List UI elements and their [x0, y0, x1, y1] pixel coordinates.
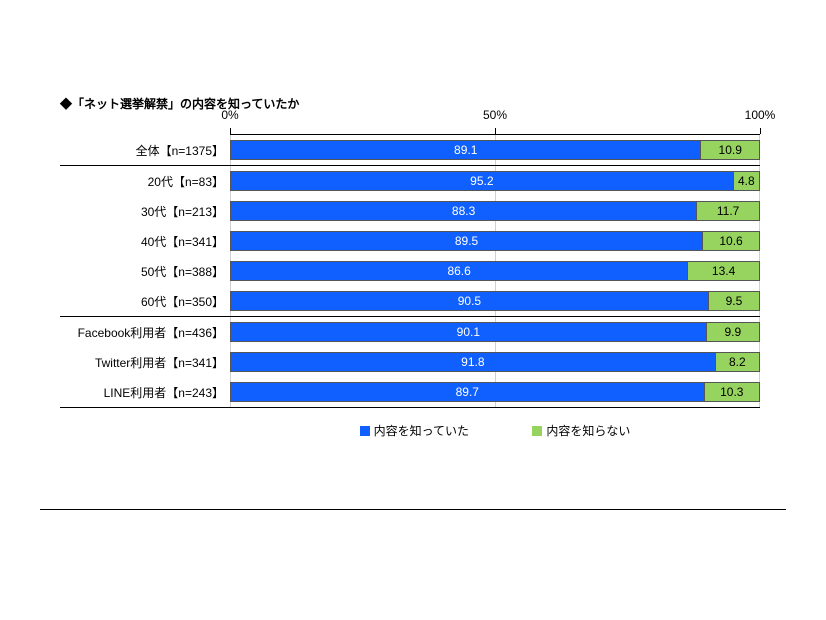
stacked-bar: 86.613.4: [230, 261, 760, 281]
row-label: 60代【n=350】: [60, 293, 230, 310]
legend-item-b: 内容を知らない: [532, 422, 630, 439]
row-label: Facebook利用者【n=436】: [60, 324, 230, 341]
legend-item-a: 内容を知っていた: [360, 422, 469, 439]
stacked-bar: 89.510.6: [230, 231, 760, 251]
bar-segment-unknown: 10.6: [703, 232, 759, 250]
legend-label-b: 内容を知らない: [546, 424, 630, 438]
axis-tick-label: 50%: [483, 108, 507, 122]
bar-row: Twitter利用者【n=341】91.88.2: [230, 347, 760, 377]
axis-tick: 50%: [495, 110, 496, 134]
row-label: 20代【n=83】: [60, 173, 230, 190]
stacked-bar: 95.24.8: [230, 171, 760, 191]
stacked-bar: 89.710.3: [230, 382, 760, 402]
axis-tick-mark: [760, 128, 761, 134]
x-axis: 0% 50% 100%: [230, 110, 760, 134]
chart: 0%50%100% 全体【n=1375】89.110.920代【n=83】95.…: [60, 110, 760, 439]
bar-segment-unknown: 13.4: [688, 262, 759, 280]
bar-segment-unknown: 9.9: [707, 323, 759, 341]
bar-segment-known: 89.5: [231, 232, 703, 250]
bar-segment-known: 89.1: [231, 141, 701, 159]
legend-swatch-a: [360, 426, 370, 436]
axis-tick-label: 0%: [221, 108, 238, 122]
bar-segment-unknown: 8.2: [716, 353, 759, 371]
bar-segment-known: 90.1: [231, 323, 707, 341]
bar-row: 全体【n=1375】89.110.9: [230, 135, 760, 165]
stacked-bar: 88.311.7: [230, 201, 760, 221]
stacked-bar: 90.19.9: [230, 322, 760, 342]
bar-row: Facebook利用者【n=436】90.19.9: [230, 317, 760, 347]
footer-rule: [40, 509, 786, 510]
axis-tick: 0%: [230, 110, 231, 134]
bar-row: 20代【n=83】95.24.8: [230, 166, 760, 196]
bar-row: LINE利用者【n=243】89.710.3: [230, 377, 760, 407]
bar-segment-unknown: 11.7: [697, 202, 759, 220]
axis-tick: 100%: [760, 110, 761, 134]
bar-segment-unknown: 9.5: [709, 292, 759, 310]
chart-page: ◆「ネット選挙解禁」の内容を知っていたか 0%50%100% 全体【n=1375…: [0, 0, 826, 620]
legend-label-a: 内容を知っていた: [374, 424, 469, 438]
row-label: 40代【n=341】: [60, 233, 230, 250]
row-label: 30代【n=213】: [60, 203, 230, 220]
stacked-bar: 91.88.2: [230, 352, 760, 372]
axis-tick-label: 100%: [745, 108, 776, 122]
group-separator: [60, 407, 760, 408]
bar-segment-unknown: 4.8: [734, 172, 759, 190]
bar-row: 60代【n=350】90.59.5: [230, 286, 760, 316]
bar-row: 50代【n=388】86.613.4: [230, 256, 760, 286]
bar-segment-known: 89.7: [231, 383, 705, 401]
bar-segment-unknown: 10.3: [705, 383, 759, 401]
stacked-bar: 90.59.5: [230, 291, 760, 311]
bar-segment-known: 88.3: [231, 202, 697, 220]
row-label: Twitter利用者【n=341】: [60, 354, 230, 371]
legend: 内容を知っていた 内容を知らない: [230, 422, 760, 439]
bar-segment-known: 90.5: [231, 292, 709, 310]
row-label: 50代【n=388】: [60, 263, 230, 280]
bar-row: 40代【n=341】89.510.6: [230, 226, 760, 256]
bar-segment-known: 86.6: [231, 262, 688, 280]
stacked-bar: 89.110.9: [230, 140, 760, 160]
bar-segment-unknown: 10.9: [701, 141, 759, 159]
row-label: LINE利用者【n=243】: [60, 384, 230, 401]
row-label: 全体【n=1375】: [60, 142, 230, 159]
bar-segment-known: 91.8: [231, 353, 716, 371]
plot-area: 全体【n=1375】89.110.920代【n=83】95.24.830代【n=…: [230, 134, 760, 408]
bar-row: 30代【n=213】88.311.7: [230, 196, 760, 226]
legend-swatch-b: [532, 426, 542, 436]
bar-segment-known: 95.2: [231, 172, 734, 190]
